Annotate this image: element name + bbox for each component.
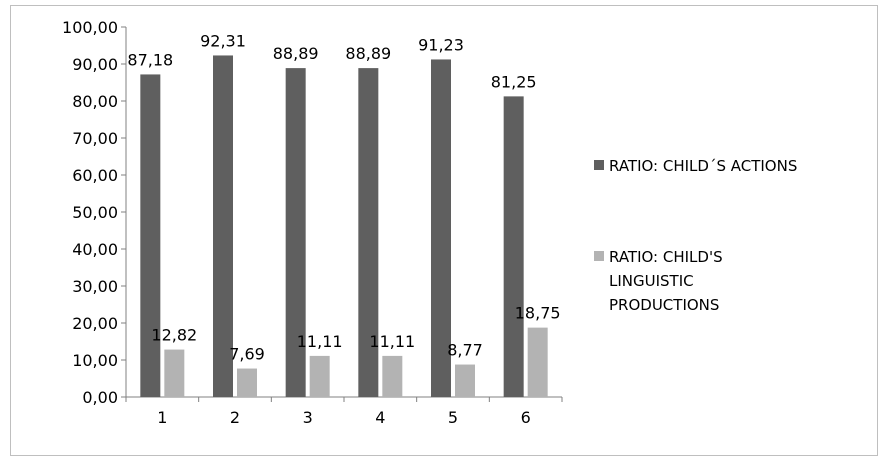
data-label: 12,82 <box>151 326 197 345</box>
y-tick-label: 60,00 <box>72 166 118 185</box>
x-tick-label: 1 <box>157 408 167 427</box>
legend-swatch <box>594 251 604 261</box>
x-tick-label: 5 <box>448 408 458 427</box>
x-tick-label: 2 <box>230 408 240 427</box>
bar-series-1 <box>358 68 379 398</box>
chart-frame <box>10 5 878 456</box>
data-label: 88,89 <box>345 44 391 63</box>
y-tick-label: 100,00 <box>62 18 118 37</box>
y-tick-label: 50,00 <box>72 203 118 222</box>
y-tick-label: 0,00 <box>82 388 118 407</box>
data-label: 88,89 <box>273 44 319 63</box>
bar-series-2 <box>164 349 185 397</box>
data-label: 87,18 <box>127 50 173 69</box>
bar-series-2 <box>455 364 475 397</box>
legend-label: PRODUCTIONS <box>609 296 719 314</box>
data-label: 11,11 <box>297 332 343 351</box>
y-tick-label: 80,00 <box>72 92 118 111</box>
y-tick-label: 20,00 <box>72 314 118 333</box>
bar-series-1 <box>140 74 161 398</box>
x-tick-label: 6 <box>521 408 531 427</box>
bar-series-2 <box>382 355 403 397</box>
bar-series-1 <box>431 59 451 397</box>
legend-label: RATIO: CHILD´S ACTIONS <box>609 157 797 175</box>
y-tick-label: 10,00 <box>72 351 118 370</box>
data-label: 18,75 <box>515 304 561 323</box>
data-labels: 87,18 92,31 88,89 88,89 91,23 81,25 12,82 7,69 1… <box>127 31 560 363</box>
data-label: 11,11 <box>369 332 415 351</box>
legend-label: RATIO: CHILD'S <box>609 248 723 266</box>
y-tick-label: 40,00 <box>72 240 118 259</box>
y-tick-label: 70,00 <box>72 129 118 148</box>
x-axis: 1 2 3 4 5 6 <box>125 396 563 427</box>
x-tick-label: 3 <box>303 408 313 427</box>
bar-series-1 <box>285 68 306 398</box>
y-tick-label: 30,00 <box>72 277 118 296</box>
y-tick-label: 90,00 <box>72 55 118 74</box>
y-axis: 0,00 10,00 20,00 30,00 40,00 50,00 60,00 70,00 8… <box>62 18 127 407</box>
bar-series-2 <box>309 355 330 397</box>
data-label: 92,31 <box>200 31 246 50</box>
legend: RATIO: CHILD´S ACTIONS RATIO: CHILD'S LING… <box>594 157 797 314</box>
legend-label: LINGUISTIC <box>609 272 694 290</box>
bar-series-1 <box>503 96 524 397</box>
data-label: 81,25 <box>491 72 537 91</box>
legend-swatch <box>594 160 604 170</box>
data-label: 8,77 <box>447 341 483 360</box>
data-label: 91,23 <box>418 35 464 54</box>
bars <box>140 55 548 398</box>
bar-series-2 <box>527 327 548 397</box>
bar-series-1 <box>213 55 233 397</box>
x-tick-label: 4 <box>375 408 385 427</box>
bar-series-2 <box>237 368 257 397</box>
data-label: 7,69 <box>229 345 265 364</box>
